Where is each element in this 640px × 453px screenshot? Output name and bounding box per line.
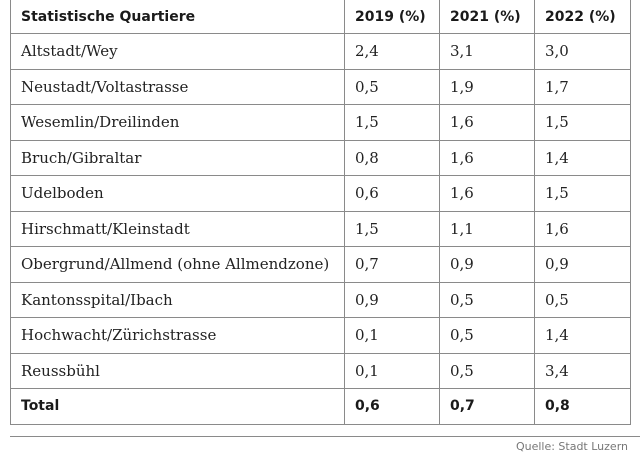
vacancy-rate-table: Statistische Quartiere 2019 (%) 2021 (%)… bbox=[10, 0, 631, 425]
cell-2022: 3,4 bbox=[534, 352, 631, 389]
cell-2021: 1,6 bbox=[439, 104, 535, 141]
cell-quartier: Kantonsspital/Ibach bbox=[10, 281, 345, 318]
cell-2021: 3,1 bbox=[439, 33, 535, 70]
cell-2022: 3,0 bbox=[534, 33, 631, 70]
cell-2021: 0,9 bbox=[439, 246, 535, 283]
cell-2019: 0,8 bbox=[344, 139, 440, 176]
cell-quartier: Altstadt/Wey bbox=[10, 33, 345, 70]
cell-quartier: Udelboden bbox=[10, 175, 345, 212]
cell-quartier: Hochwacht/Zürichstrasse bbox=[10, 317, 345, 354]
total-2021: 0,7 bbox=[439, 388, 535, 425]
table-row: Hochwacht/Zürichstrasse 0,1 0,5 1,4 bbox=[10, 317, 631, 354]
table-row: Wesemlin/Dreilinden 1,5 1,6 1,5 bbox=[10, 104, 631, 141]
cell-quartier: Hirschmatt/Kleinstadt bbox=[10, 210, 345, 247]
cell-2021: 0,5 bbox=[439, 352, 535, 389]
cell-2022: 1,7 bbox=[534, 68, 631, 105]
header-2019: 2019 (%) bbox=[344, 0, 440, 34]
source-note: Quelle: Stadt Luzern bbox=[515, 440, 628, 453]
cell-2021: 0,5 bbox=[439, 317, 535, 354]
cell-quartier: Wesemlin/Dreilinden bbox=[10, 104, 345, 141]
total-label: Total bbox=[10, 388, 345, 425]
table-total-row: Total 0,6 0,7 0,8 bbox=[10, 388, 631, 425]
header-2022: 2022 (%) bbox=[534, 0, 631, 34]
cell-2019: 2,4 bbox=[344, 33, 440, 70]
total-2019: 0,6 bbox=[344, 388, 440, 425]
cell-quartier: Reussbühl bbox=[10, 352, 345, 389]
cell-2019: 0,7 bbox=[344, 246, 440, 283]
footer-divider bbox=[10, 436, 640, 437]
table-row: Kantonsspital/Ibach 0,9 0,5 0,5 bbox=[10, 281, 631, 318]
cell-2021: 1,9 bbox=[439, 68, 535, 105]
cell-2019: 0,6 bbox=[344, 175, 440, 212]
cell-2022: 1,4 bbox=[534, 139, 631, 176]
cell-2022: 1,5 bbox=[534, 104, 631, 141]
cell-2021: 1,6 bbox=[439, 139, 535, 176]
cell-2021: 1,1 bbox=[439, 210, 535, 247]
cell-2021: 0,5 bbox=[439, 281, 535, 318]
table-row: Obergrund/Allmend (ohne Allmendzone) 0,7… bbox=[10, 246, 631, 283]
cell-2022: 1,6 bbox=[534, 210, 631, 247]
table-row: Udelboden 0,6 1,6 1,5 bbox=[10, 175, 631, 212]
cell-2019: 0,1 bbox=[344, 352, 440, 389]
cell-quartier: Bruch/Gibraltar bbox=[10, 139, 345, 176]
cell-2022: 1,4 bbox=[534, 317, 631, 354]
statistics-table-container: Statistische Quartiere 2019 (%) 2021 (%)… bbox=[10, 0, 631, 425]
table-row: Reussbühl 0,1 0,5 3,4 bbox=[10, 352, 631, 389]
table-row: Neustadt/Voltastrasse 0,5 1,9 1,7 bbox=[10, 68, 631, 105]
cell-quartier: Neustadt/Voltastrasse bbox=[10, 68, 345, 105]
table-row: Hirschmatt/Kleinstadt 1,5 1,1 1,6 bbox=[10, 210, 631, 247]
cell-2019: 0,5 bbox=[344, 68, 440, 105]
table-row: Altstadt/Wey 2,4 3,1 3,0 bbox=[10, 33, 631, 70]
table-header-row: Statistische Quartiere 2019 (%) 2021 (%)… bbox=[10, 0, 631, 34]
cell-quartier: Obergrund/Allmend (ohne Allmendzone) bbox=[10, 246, 345, 283]
cell-2022: 0,9 bbox=[534, 246, 631, 283]
cell-2022: 1,5 bbox=[534, 175, 631, 212]
header-2021: 2021 (%) bbox=[439, 0, 535, 34]
total-2022: 0,8 bbox=[534, 388, 631, 425]
cell-2019: 1,5 bbox=[344, 104, 440, 141]
table-row: Bruch/Gibraltar 0,8 1,6 1,4 bbox=[10, 139, 631, 176]
cell-2019: 0,9 bbox=[344, 281, 440, 318]
cell-2019: 1,5 bbox=[344, 210, 440, 247]
cell-2022: 0,5 bbox=[534, 281, 631, 318]
header-quartiere: Statistische Quartiere bbox=[10, 0, 345, 34]
cell-2021: 1,6 bbox=[439, 175, 535, 212]
cell-2019: 0,1 bbox=[344, 317, 440, 354]
